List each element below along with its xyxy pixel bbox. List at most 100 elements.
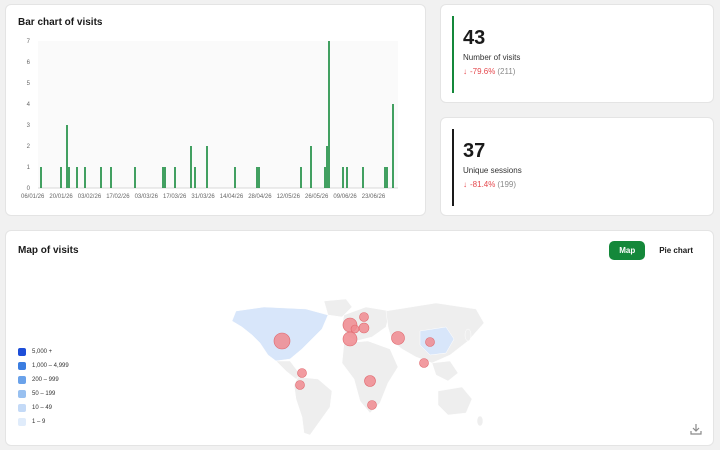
map-toggle-button[interactable]: Map	[609, 241, 646, 260]
x-tick-label: 26/05/26	[305, 194, 329, 200]
visit-bubble-south-africa	[367, 400, 377, 410]
bar	[40, 167, 42, 188]
visit-bubble-africa	[364, 375, 376, 387]
bar	[324, 167, 326, 188]
sessions-change-percent: -81.4%	[470, 180, 496, 189]
bar	[326, 146, 328, 188]
bar	[164, 167, 166, 188]
sessions-change: ↓ -81.4% (199)	[463, 180, 516, 189]
bar	[234, 167, 236, 188]
south-america	[293, 376, 333, 436]
y-tick-label: 2	[27, 144, 31, 150]
bar	[258, 167, 260, 188]
legend-label: 50 – 199	[32, 391, 56, 397]
legend-item: 1,000 – 4,999	[18, 359, 69, 373]
bar	[384, 167, 386, 188]
bar-chart: 0 1 2 3 4 5 6 7 06/01/26 20/01/26 03/02/26 17/02/26…	[21, 39, 398, 200]
bar	[162, 167, 164, 188]
visit-bubble-usa	[273, 332, 291, 350]
bar	[386, 167, 388, 188]
stat-accent-bar	[452, 129, 454, 206]
legend-label: 10 – 49	[32, 405, 53, 411]
bar	[362, 167, 364, 188]
bar	[392, 104, 394, 188]
legend-swatch	[18, 404, 26, 412]
x-tick-label: 06/01/26	[21, 194, 45, 200]
y-tick-label: 5	[27, 81, 31, 87]
legend-label: 1 – 9	[32, 419, 46, 425]
bar	[76, 167, 78, 188]
bar	[174, 167, 176, 188]
bar	[346, 167, 348, 188]
bar	[256, 167, 258, 188]
japan	[464, 328, 472, 342]
stat-accent-bar	[452, 16, 454, 93]
bar	[110, 167, 112, 188]
greenland	[323, 298, 353, 318]
bar	[194, 167, 196, 188]
x-tick-label: 14/04/26	[220, 194, 244, 200]
bar-chart-title: Bar chart of visits	[18, 17, 103, 28]
visit-bubble-colombia	[295, 380, 305, 390]
x-tick-label: 23/06/26	[362, 194, 386, 200]
legend-item: 1 – 9	[18, 415, 69, 429]
world-map	[231, 298, 485, 436]
legend-swatch	[18, 362, 26, 370]
y-tick-label: 1	[27, 165, 31, 171]
legend-item: 10 – 49	[18, 401, 69, 415]
arrow-down-icon: ↓	[463, 180, 467, 189]
bar	[134, 167, 136, 188]
download-icon[interactable]	[689, 422, 703, 436]
x-tick-label: 09/06/26	[333, 194, 357, 200]
x-tick-label: 31/03/26	[191, 194, 215, 200]
sessions-stat-card: 37 Unique sessions ↓ -81.4% (199)	[440, 117, 714, 216]
map-card: Map of visits Map Pie chart	[5, 230, 714, 446]
sessions-previous-value: (199)	[497, 180, 517, 189]
y-tick-label: 0	[27, 186, 31, 192]
visit-bubble-china	[425, 337, 435, 347]
legend-swatch	[18, 390, 26, 398]
sessions-count: 37	[463, 140, 486, 162]
legend-item: 200 – 999	[18, 373, 69, 387]
visits-count: 43	[463, 27, 486, 49]
bar	[84, 167, 86, 188]
china	[419, 326, 455, 356]
legend-swatch	[18, 418, 26, 426]
y-tick-label: 4	[27, 102, 31, 108]
legend-label: 200 – 999	[32, 377, 59, 383]
bar	[328, 41, 330, 188]
visits-change: ↓ -79.6% (211)	[463, 67, 515, 76]
y-tick-label: 6	[27, 60, 31, 66]
visits-previous-value: (211)	[497, 67, 516, 76]
map-title: Map of visits	[18, 245, 79, 256]
bar	[68, 167, 70, 188]
visits-change-percent: -79.6%	[470, 67, 496, 76]
australia	[437, 386, 473, 416]
bar	[60, 167, 62, 188]
legend-swatch	[18, 376, 26, 384]
bar	[100, 167, 102, 188]
sessions-label: Unique sessions	[463, 166, 522, 175]
bar	[66, 125, 68, 188]
x-tick-label: 03/03/26	[135, 194, 159, 200]
pie-chart-toggle-button[interactable]: Pie chart	[649, 241, 703, 260]
visit-bubble-spain	[342, 331, 358, 347]
new-zealand	[476, 415, 484, 427]
legend-item: 50 – 199	[18, 387, 69, 401]
legend-label: 5,000 +	[32, 349, 53, 355]
y-tick-label: 3	[27, 123, 31, 129]
bar	[190, 146, 192, 188]
visit-bubble-germany	[358, 322, 370, 334]
arrow-down-icon: ↓	[463, 67, 467, 76]
map-legend: 5,000 + 1,000 – 4,999 200 – 999 50 – 199 10 …	[18, 345, 69, 429]
visit-bubble-russia	[391, 331, 405, 345]
bar	[300, 167, 302, 188]
central-america	[275, 360, 303, 380]
bar	[342, 167, 344, 188]
y-tick-label: 7	[27, 39, 31, 45]
legend-item: 5,000 +	[18, 345, 69, 359]
legend-swatch	[18, 348, 26, 356]
visit-bubble-southeast-asia	[419, 358, 429, 368]
visit-bubble-scandinavia	[359, 312, 369, 322]
bar	[310, 146, 312, 188]
